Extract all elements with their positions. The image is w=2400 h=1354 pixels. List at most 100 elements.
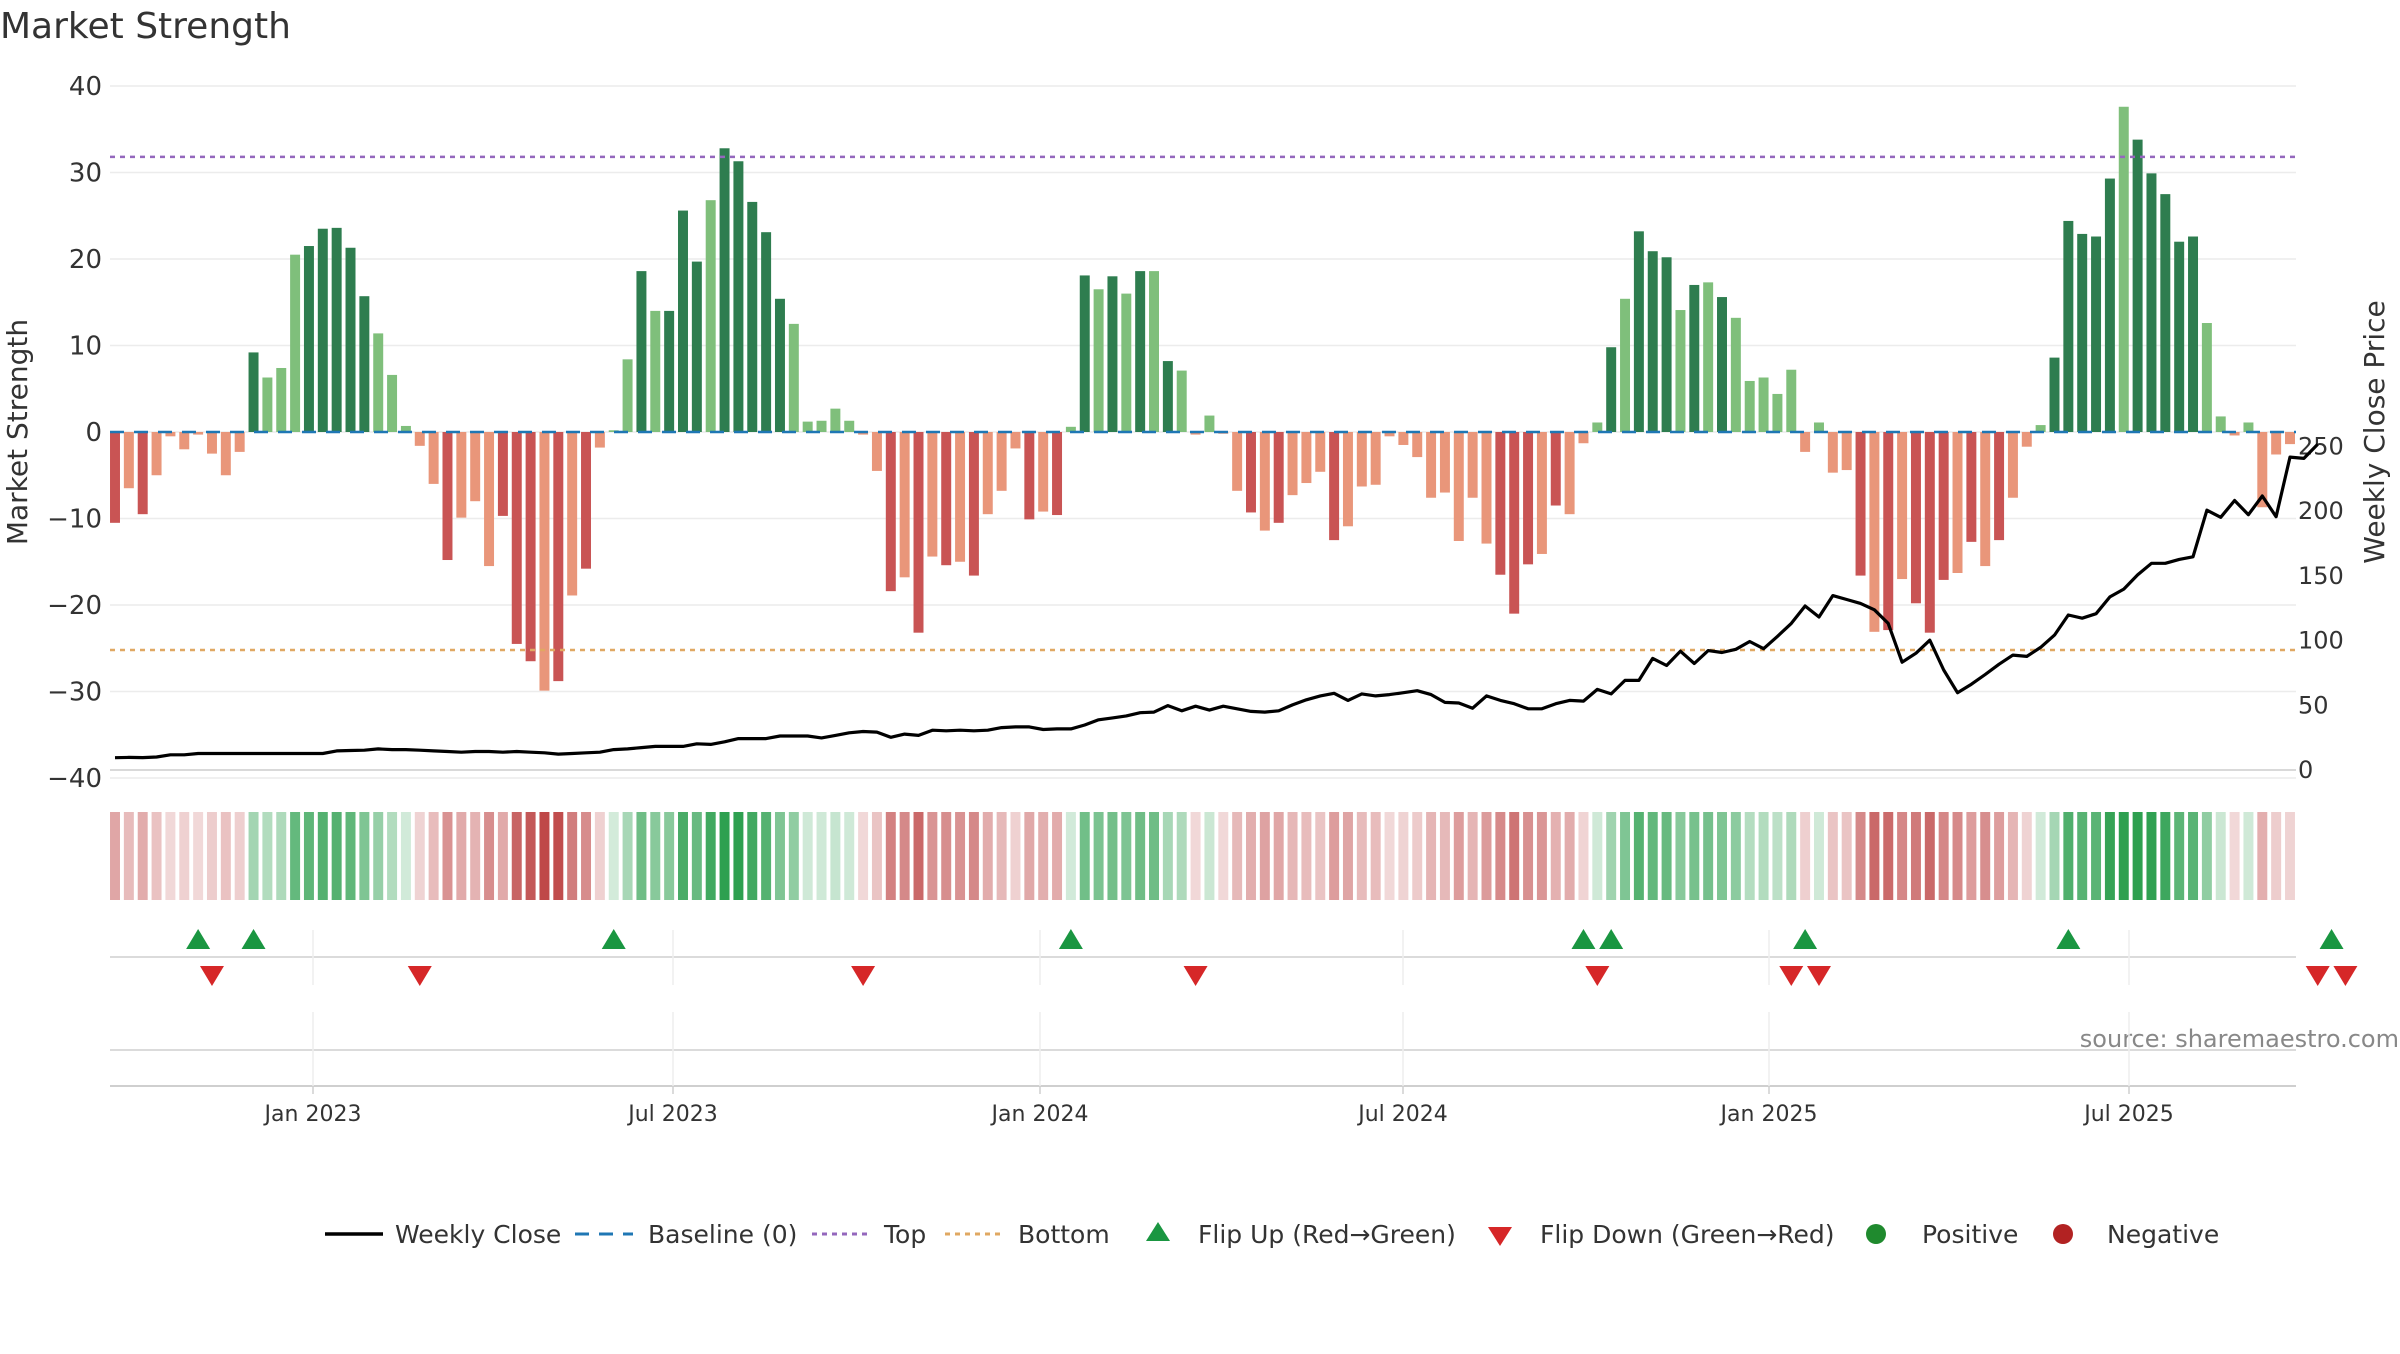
heat-strip-cell [1717,812,1727,900]
heat-strip-cell [2118,812,2129,900]
heat-strip-cell [110,812,120,900]
strength-bar [1717,297,1727,432]
y2-tick-label: 100 [2298,627,2344,655]
strength-bar [1703,282,1714,432]
strength-bar [581,432,592,569]
flip-down-marker [407,966,432,986]
flip-down-marker [2333,966,2358,986]
strength-bar [664,310,675,432]
strength-bar [567,432,578,596]
heat-strip-cell [608,812,619,900]
heat-strip-cell [1758,812,1769,900]
strength-bar [858,432,869,435]
strength-bar [1439,432,1450,493]
y2-tick-label: 50 [2298,691,2329,719]
strength-bar [220,432,231,476]
heat-strip-cell [484,812,495,900]
strength-bar [1190,432,1201,435]
strength-bar [1550,432,1561,506]
heat-strip-cell [1301,812,1312,900]
flip-up-marker [1599,929,1624,949]
heat-strip-cell [1980,812,1991,900]
heat-strip-cell [1342,812,1353,900]
strength-bar [359,296,370,432]
heat-strip-cell [885,812,896,900]
flip-down-marker [851,966,876,986]
heat-strip-cell [2049,812,2060,900]
heat-strip-cell [1661,812,1672,900]
legend-swatch [1488,1227,1512,1246]
heat-strip-cell [2021,812,2032,900]
x-tick-label: Jul 2024 [1356,1102,1448,1127]
legend-label: Flip Down (Green→Red) [1540,1220,1835,1249]
heat-strip-cell [2229,812,2240,900]
strength-bar [788,323,799,432]
heat-strip-cell [1384,812,1395,900]
strength-bar [2132,139,2143,432]
strength-bar [761,232,772,432]
strength-bar [2243,422,2254,432]
heat-strip-cell [1869,812,1880,900]
strength-bar [373,333,384,432]
flip-up-marker [601,929,626,949]
strength-bar [497,432,508,516]
heat-strip-cell [1855,812,1866,900]
heat-strip-cell [1010,812,1021,900]
strength-bar [1910,432,1921,604]
y-tick-label: 10 [69,332,102,362]
heat-strip-cell [137,812,148,900]
flip-up-marker [1058,929,1083,949]
heat-strip-cell [1800,812,1811,900]
heat-strip-cell [1176,812,1187,900]
strength-bar [608,430,619,432]
strength-bar [1052,432,1063,516]
heat-strip-cell [1952,812,1963,900]
y-tick-label: 0 [85,418,102,448]
heat-strip-cell [1772,812,1783,900]
strength-bar [1744,380,1755,432]
strength-bar [1010,432,1021,449]
y-tick-label: −20 [47,591,102,621]
strength-bar [678,210,688,432]
y2-tick-label: 200 [2298,497,2344,525]
heat-strip-cell [622,812,633,900]
strength-bar [1246,432,1256,513]
heat-strip-cell [1606,812,1617,900]
heat-strip-cell [1592,812,1603,900]
strength-bar [594,432,605,448]
strength-bar [1342,432,1353,527]
heat-strip-cell [262,812,273,900]
strength-bar [484,432,495,567]
heat-strip-cell [1370,812,1381,900]
heat-strip-cell [1093,812,1104,900]
strength-bar [137,432,148,515]
heat-strip-cell [2132,812,2143,900]
flip-up-marker [1793,929,1818,949]
strength-bar [2271,432,2282,455]
strength-bar [1093,289,1104,432]
y-tick-label: 30 [69,159,102,189]
heat-strip-cell [1412,812,1423,900]
heat-strip-cell [719,812,730,900]
heat-strip-cell [2063,812,2074,900]
strength-bar [2063,220,2074,432]
strength-bar [1661,257,1672,432]
heat-strip-cell [581,812,592,900]
heat-strip-cell [1509,812,1520,900]
strength-bar [1897,432,1908,580]
strength-bar [927,432,938,557]
heat-strip-cell [331,812,342,900]
strength-bar [1509,432,1520,614]
strength-bar [1966,432,1977,542]
heat-strip-cell [2243,812,2254,900]
heat-strip-cell [539,812,550,900]
strength-bar [1523,432,1534,565]
heat-strip-cell [636,812,647,900]
heat-strip-cell [1495,812,1506,900]
strength-bar [1689,284,1700,432]
heat-strip-cell [1135,812,1146,900]
heat-strip-cell [1938,812,1949,900]
heat-strip-cell [2188,812,2199,900]
heat-strip-cell [220,812,231,900]
strength-bar [234,432,245,452]
